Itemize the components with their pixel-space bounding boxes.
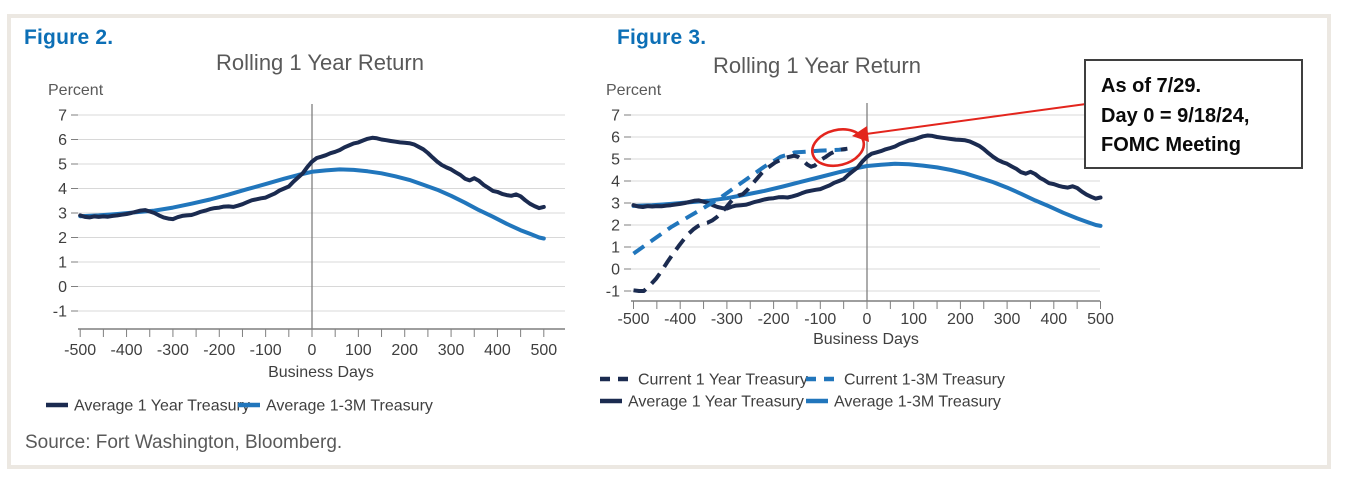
- series-lines: [78, 135, 546, 241]
- x-tick-label: -200: [203, 342, 235, 359]
- y-tick-label: 3: [611, 196, 620, 213]
- legend-label: Current 1 Year Treasury: [638, 372, 808, 389]
- legend-label: Average 1 Year Treasury: [628, 394, 804, 411]
- figure-3-chart: -1 0 1 2 3 4 5 6 7 -500 -400 -300 -200 -100 0 100 200 300…: [600, 53, 1303, 411]
- legend-label: Current 1-3M Treasury: [844, 372, 1005, 389]
- y-tick-label: 7: [611, 108, 620, 125]
- y-tick-label: 3: [58, 206, 67, 223]
- y-tick-label: 6: [611, 130, 620, 147]
- figure-3-label: Figure 3.: [617, 26, 707, 49]
- annotation-arrowhead: [852, 126, 869, 142]
- x-tick-label: -500: [64, 342, 96, 359]
- figure-2-chart: -1 0 1 2 3 4 5 6 7 -500 -400 -300 -200 -100 0 100 200 300…: [46, 50, 565, 415]
- legend-label: Average 1 Year Treasury: [74, 398, 250, 415]
- x-tick-label: -100: [804, 311, 836, 328]
- y-tick-label: 4: [611, 174, 620, 191]
- x-tick-label: -400: [111, 342, 143, 359]
- x-tick-label: 0: [863, 311, 872, 328]
- x-tick-label: 0: [308, 342, 317, 359]
- axes-and-ticks: -1 0 1 2 3 4 5 6 7 -500 -400 -300 -200 -100 0 100 200 300…: [606, 103, 1114, 328]
- chart-layer: -1 0 1 2 3 4 5 6 7 -500 -400 -300 -200 -100 0 100 200 300…: [600, 103, 1114, 411]
- series-line-average-1-year-treasury: [78, 135, 546, 222]
- figure-2-y-axis-unit: Percent: [48, 82, 104, 99]
- y-tick-label: 6: [58, 132, 67, 149]
- figure-3-title: Rolling 1 Year Return: [713, 53, 921, 78]
- x-tick-label: -500: [617, 311, 649, 328]
- y-tick-label: 4: [58, 181, 67, 198]
- x-tick-label: 300: [994, 311, 1021, 328]
- y-tick-label: 5: [58, 157, 67, 174]
- y-tick-label: 2: [611, 218, 620, 235]
- y-tick-label: 7: [58, 108, 67, 125]
- annotation-arrow-line: [865, 103, 1087, 135]
- legend-label: Average 1-3M Treasury: [266, 398, 433, 415]
- legend: Current 1 Year Treasury Current 1-3M Trea…: [600, 372, 1005, 411]
- y-tick-label: -1: [53, 304, 67, 321]
- figure-2-label: Figure 2.: [24, 26, 114, 49]
- highlight-circle: [811, 128, 866, 168]
- x-tick-label: 500: [530, 342, 557, 359]
- y-tick-label: 0: [58, 279, 67, 296]
- annotation-line-1: As of 7/29.: [1101, 75, 1201, 97]
- series-line-current-1-3m-treasury: [632, 147, 847, 256]
- x-tick-label: 400: [1040, 311, 1067, 328]
- x-tick-label: 500: [1087, 311, 1114, 328]
- x-tick-label: -300: [711, 311, 743, 328]
- axes-and-ticks: -1 0 1 2 3 4 5 6 7 -500 -400 -300 -200 -100 0 100 200 300…: [53, 104, 565, 359]
- x-tick-label: -100: [250, 342, 282, 359]
- x-tick-label: -300: [157, 342, 189, 359]
- x-tick-label: -400: [664, 311, 696, 328]
- x-tick-label: 300: [438, 342, 465, 359]
- legend: Average 1 Year Treasury Average 1-3M Trea…: [46, 398, 433, 415]
- annotation-line-3: FOMC Meeting: [1101, 134, 1241, 156]
- x-tick-label: 400: [484, 342, 511, 359]
- series-lines: [631, 133, 1103, 293]
- figure-3-y-axis-unit: Percent: [606, 82, 662, 99]
- figure-2-title: Rolling 1 Year Return: [216, 50, 424, 75]
- series-line-current-1-year-treasury: [633, 146, 848, 293]
- y-tick-label: 1: [611, 240, 620, 257]
- x-tick-label: 100: [345, 342, 372, 359]
- y-tick-label: 2: [58, 230, 67, 247]
- y-tick-label: 0: [611, 262, 620, 279]
- x-tick-label: 200: [947, 311, 974, 328]
- legend-label: Average 1-3M Treasury: [834, 394, 1001, 411]
- series-line-average-1-3m-treasury: [78, 167, 546, 241]
- annotation-line-2: Day 0 = 9/18/24,: [1101, 105, 1249, 127]
- figure-2-x-axis-title: Business Days: [268, 364, 374, 381]
- x-tick-label: 200: [391, 342, 418, 359]
- y-tick-label: 1: [58, 255, 67, 272]
- annotation-box-border: [1084, 59, 1303, 169]
- source-text: Source: Fort Washington, Bloomberg.: [25, 432, 343, 453]
- y-tick-label: 5: [611, 152, 620, 169]
- x-tick-label: 100: [900, 311, 927, 328]
- x-tick-label: -200: [758, 311, 790, 328]
- series-line-average-1-3m-treasury: [631, 161, 1103, 228]
- chart-layer: -1 0 1 2 3 4 5 6 7 -500 -400 -300 -200 -100 0 100 200 300…: [46, 104, 565, 415]
- highlight-and-arrow: [811, 103, 1087, 168]
- figure-3-x-axis-title: Business Days: [813, 331, 919, 348]
- y-tick-label: -1: [606, 284, 620, 301]
- gridlines: [78, 114, 565, 312]
- annotation-callout-box: As of 7/29. Day 0 = 9/18/24, FOMC Meetin…: [1084, 59, 1303, 169]
- report-frame: Figure 2. Figure 3. -1 0 1 2 3 4 5 6 7 -500 -400 -3…: [7, 14, 1331, 469]
